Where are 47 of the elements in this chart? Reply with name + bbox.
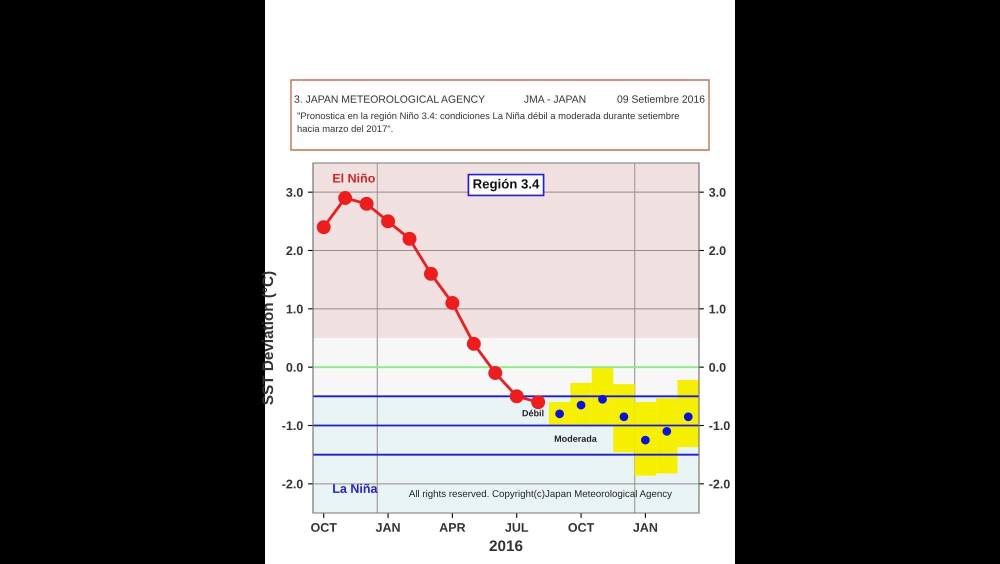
y2-tick-label: 2.0 [709,246,726,256]
point [641,436,650,444]
y-tick-label: -1.0 [282,421,303,430]
chart-subtitle: "Pronostica en la región Niño 3.4: condiciones La Niña débil a moderada durante setiembre hacia marzo del 2017". [297,112,679,132]
x-tick-label: JUL [505,523,528,532]
point [620,412,628,422]
y-tick-label: 2.0 [286,246,303,256]
y-tick-label: 1.0 [286,304,303,314]
point [576,400,586,410]
y2-tick-label: 3.0 [709,188,726,197]
point [531,395,546,410]
y-tick-label: -2.0 [282,480,303,488]
y-axis-title: SST Deviation (°C) [262,272,276,405]
y2-tick-label: -1.0 [709,421,730,430]
point [424,266,438,281]
x-tick-label: JAN [633,523,658,532]
chart-title: 3. JAPAN METEOROLOGICAL AGENCY [294,95,485,103]
point [662,426,672,436]
x-tick-label: OCT [311,523,337,532]
point [360,196,374,211]
band-label: El Niño [333,174,375,183]
annotation: Moderada [554,435,597,442]
x-tick-label: JAN [376,523,400,532]
point [598,394,607,404]
point [316,220,331,234]
band-label: La Niña [333,484,378,494]
y2-tick-label: 1.0 [710,304,726,314]
y-tick-label: 3.0 [286,188,303,197]
x-tick-label: APR [440,523,466,532]
point [402,232,416,246]
point [510,389,524,404]
text: JMA - JAPAN [524,96,586,103]
point [488,366,502,380]
point [338,191,352,205]
y-tick-label: 0.0 [286,362,303,372]
y2-tick-label: 0.0 [709,362,726,372]
y2-tick-label: -2.0 [709,480,730,488]
annotation: Débil [522,410,544,416]
text: 09 Setiembre 2016 [617,95,705,103]
annotation: Región 3.4 [474,178,540,192]
point [445,296,460,310]
x-axis-title: 2016 [490,540,522,552]
point [381,214,395,228]
x-tick-label: OCT [568,523,594,532]
annotation: All rights reserved. Copyright(c)Japan Meteorological Agency [408,490,672,499]
point [466,336,481,351]
point [684,412,693,422]
